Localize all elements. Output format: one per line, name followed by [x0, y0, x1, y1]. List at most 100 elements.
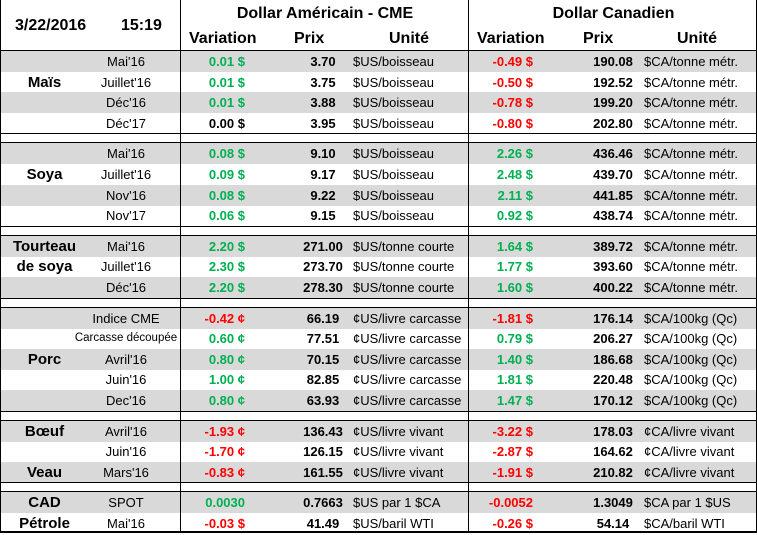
ca-unit: $CA/100kg (Qc) — [644, 331, 738, 347]
contract-month: Juin'16 — [105, 372, 147, 388]
us-variation: 1.00 ¢ — [208, 372, 245, 388]
us-price: 9.15 — [310, 208, 336, 224]
table-row-cad-petrole: Pétrole Mai'16 -0.03 $ 41.49 $US/baril WTI -0… — [1, 513, 756, 534]
contract-month: Juillet'16 — [100, 259, 152, 275]
ca-unit: ¢CA/livre vivant — [644, 464, 735, 480]
us-variation: 2.20 $ — [208, 238, 245, 254]
us-unit: $US/tonne courte — [353, 238, 455, 254]
ca-unit: $CA/100kg (Qc) — [644, 372, 738, 388]
us-price: 126.15 — [303, 444, 343, 460]
ca-unit: $CA/tonne métr. — [644, 115, 738, 131]
us-price: 0.7663 — [303, 495, 343, 511]
ca-price: 170.12 — [593, 393, 633, 408]
us-variation: 0.01 $ — [208, 74, 245, 90]
ca-unit: $CA/100kg (Qc) — [644, 351, 738, 367]
us-unit: $US/boisseau — [353, 54, 434, 69]
ca-price: 164.62 — [593, 444, 633, 460]
us-price: 3.95 — [310, 115, 336, 131]
ca-unit: $CA/tonne métr. — [644, 54, 738, 69]
ca-section-title: Dollar Canadien — [552, 5, 675, 22]
us-variation: 0.00 $ — [208, 115, 245, 131]
ca-unit: $CA/tonne métr. — [644, 95, 738, 111]
us-unit: ¢US/livre vivant — [353, 464, 444, 480]
table-header: 3/22/2016 15:19 Dollar Américain - CME V… — [1, 0, 756, 51]
us-unit: ¢US/livre carcasse — [353, 310, 462, 326]
us-variation: 0.80 ¢ — [208, 351, 245, 367]
table-row-boeuf-veau: Veau Mars'16 -0.83 ¢ 161.55 ¢US/livre vivant… — [1, 461, 756, 483]
contract-month: Mai'16 — [107, 146, 145, 162]
us-unit-header: Unité — [389, 30, 429, 47]
ca-unit: $CA/tonne métr. — [644, 280, 738, 295]
ca-variation: -0.78 $ — [492, 95, 533, 111]
ca-price: 1.3049 — [593, 495, 633, 511]
commodity-label: CAD — [28, 494, 61, 512]
ca-price: 439.70 — [593, 167, 633, 182]
ca-unit: $CA/baril WTI — [644, 516, 725, 531]
us-variation: 0.01 $ — [208, 54, 245, 69]
ca-variation: -0.49 $ — [492, 54, 533, 69]
table-row-mais: Déc'17 0.00 $ 3.95 $US/boisseau -0.80 $ 202.8… — [1, 113, 756, 134]
contract-month: SPOT — [108, 495, 144, 511]
ca-price: 220.48 — [593, 372, 633, 388]
contract-month: Avril'16 — [105, 423, 147, 439]
ca-price-header: Prix — [583, 30, 614, 47]
us-price: 3.88 — [310, 95, 336, 111]
ca-price: 400.22 — [593, 280, 633, 295]
table-row-boeuf-veau: Juin'16 -1.70 ¢ 126.15 ¢US/livre vivant -2.8… — [1, 441, 756, 462]
ca-unit: $CA/tonne métr. — [644, 238, 738, 254]
ca-price: 186.68 — [593, 351, 633, 367]
ca-price: 199.20 — [593, 95, 633, 111]
us-unit: $US/tonne courte — [353, 280, 455, 295]
table-row-porc: Porc Avril'16 0.80 ¢ 70.15 ¢US/livre carcass… — [1, 348, 756, 370]
contract-month: Mai'16 — [107, 238, 145, 254]
table-row-mais: Mai'16 0.01 $ 3.70 $US/boisseau -0.49 $ 190.0… — [1, 51, 756, 72]
ca-price: 206.27 — [593, 331, 633, 347]
ca-unit: $CA/100kg (Qc) — [644, 393, 738, 408]
contract-month: Déc'17 — [105, 115, 147, 131]
us-variation: 0.60 ¢ — [208, 331, 245, 347]
us-price: 9.17 — [310, 167, 336, 182]
table-row-porc: Dec'16 0.80 ¢ 63.93 ¢US/livre carcasse 1.47 … — [1, 390, 756, 411]
us-price: 273.70 — [303, 259, 343, 275]
us-unit: $US/boisseau — [353, 167, 434, 182]
commodity-label: Soya — [26, 166, 63, 183]
ca-unit: $CA/tonne métr. — [644, 187, 738, 203]
commodity-label: Pétrole — [19, 515, 70, 532]
ca-unit: ¢CA/livre vivant — [644, 444, 735, 460]
table-row-mais: Maïs Juillet'16 0.01 $ 3.75 $US/boisseau -0.5… — [1, 72, 756, 93]
ca-variation: 1.81 $ — [496, 372, 533, 388]
us-variation: -0.83 ¢ — [204, 464, 245, 480]
us-variation: -0.42 ¢ — [204, 310, 245, 326]
us-unit: ¢US/livre carcasse — [353, 331, 462, 347]
ca-variation: 1.60 $ — [496, 280, 533, 295]
us-price: 271.00 — [303, 238, 343, 254]
ca-variation: -2.87 $ — [492, 444, 533, 460]
us-price: 161.55 — [303, 464, 343, 480]
table-row-soya: Soya Juillet'16 0.09 $ 9.17 $US/boisseau 2.48… — [1, 164, 756, 185]
ca-unit: $CA/tonne métr. — [644, 259, 738, 275]
ca-price: 192.52 — [593, 74, 633, 90]
section-separator — [1, 133, 756, 144]
us-variation-header: Variation — [189, 30, 257, 47]
contract-month: Indice CME — [92, 310, 160, 326]
us-unit: $US/boisseau — [353, 74, 434, 90]
us-unit: $US/boisseau — [353, 208, 434, 224]
ca-price: 178.03 — [593, 423, 633, 439]
us-variation: 2.20 $ — [208, 280, 245, 295]
us-unit: ¢US/livre carcasse — [353, 393, 462, 408]
table-row-soya: Nov'16 0.08 $ 9.22 $US/boisseau 2.11 $ 441.85… — [1, 184, 756, 206]
us-variation: 0.06 $ — [208, 208, 245, 224]
us-price: 82.85 — [306, 372, 340, 388]
ca-variation: 1.40 $ — [496, 351, 533, 367]
us-variation: 0.09 $ — [208, 167, 245, 182]
ca-price: 176.14 — [593, 310, 633, 326]
ca-variation: 2.48 $ — [496, 167, 533, 182]
contract-month: Dec'16 — [105, 393, 147, 408]
us-price: 66.19 — [306, 310, 340, 326]
us-price: 9.10 — [310, 146, 336, 162]
us-variation: 0.08 $ — [208, 146, 245, 162]
ca-unit: $CA/tonne métr. — [644, 74, 738, 90]
ca-price: 436.46 — [593, 146, 633, 162]
ca-unit: $CA/100kg (Qc) — [644, 310, 738, 326]
us-unit: $US/boisseau — [353, 146, 434, 162]
